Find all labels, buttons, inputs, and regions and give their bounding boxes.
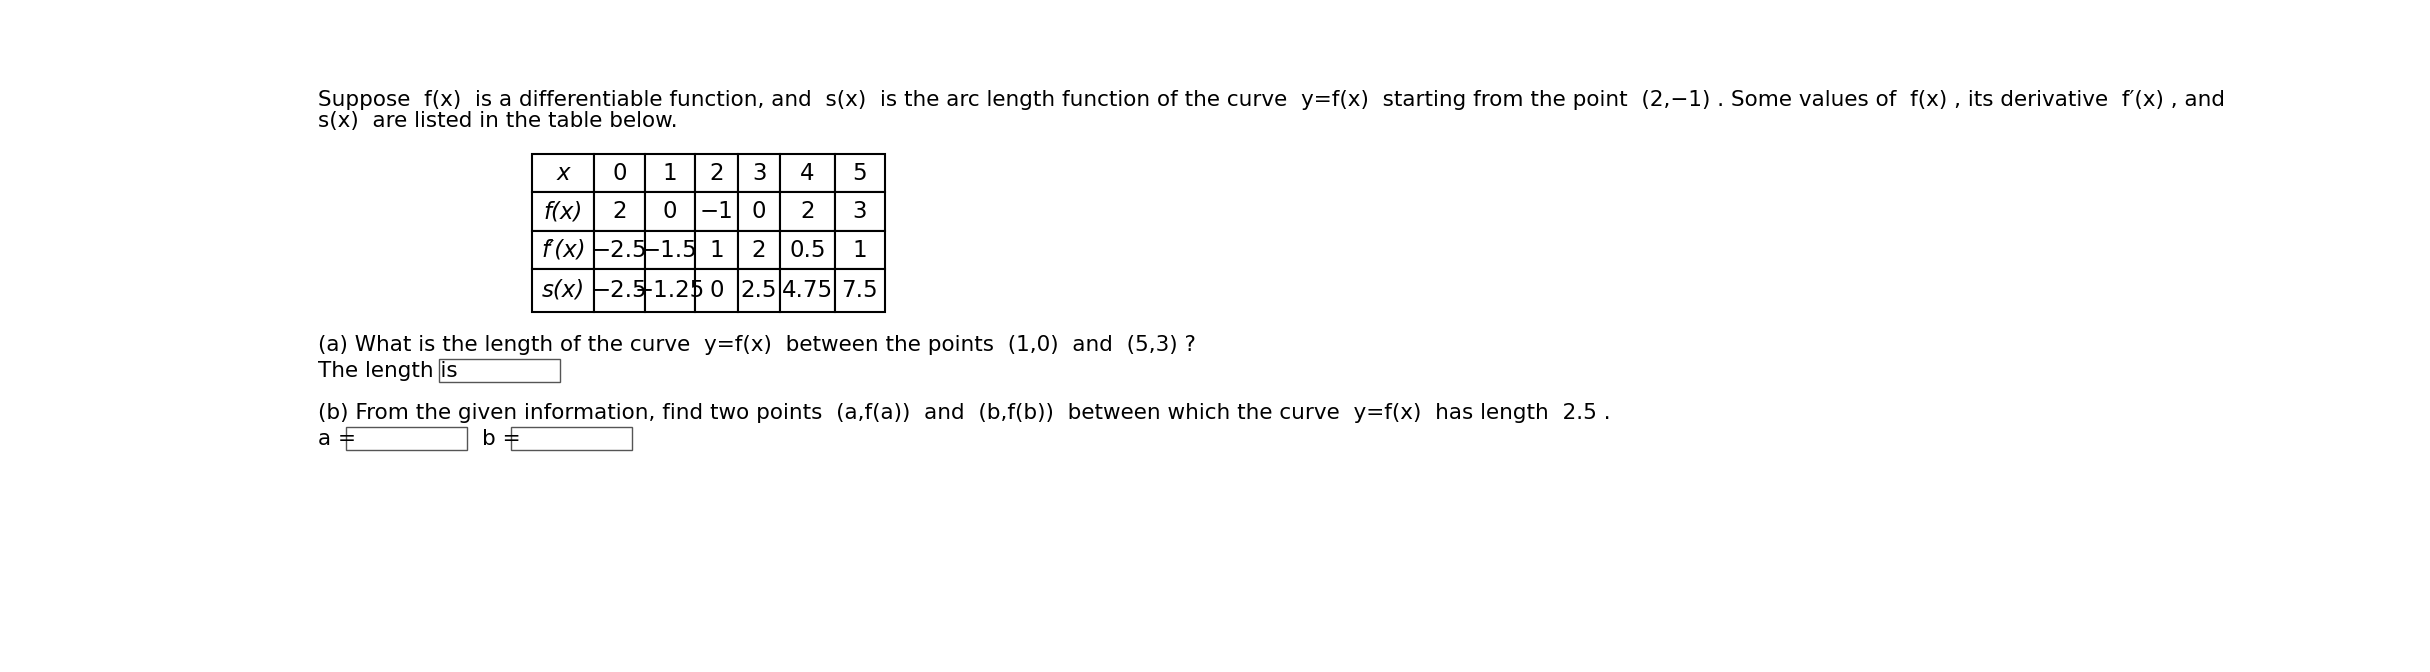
Text: −1: −1 bbox=[700, 200, 734, 223]
Text: s(x)  are listed in the table below.: s(x) are listed in the table below. bbox=[318, 112, 678, 132]
Bar bbox=[595, 192, 644, 230]
Bar bbox=[739, 154, 780, 192]
Text: −2.5: −2.5 bbox=[593, 279, 646, 302]
Text: 3: 3 bbox=[751, 161, 765, 185]
Bar bbox=[780, 192, 833, 230]
Bar bbox=[644, 269, 695, 312]
Bar bbox=[739, 269, 780, 312]
Text: 0: 0 bbox=[710, 279, 724, 302]
Bar bbox=[510, 427, 632, 450]
Bar bbox=[595, 154, 644, 192]
Bar bbox=[833, 230, 885, 269]
Text: 2: 2 bbox=[751, 239, 765, 261]
Bar bbox=[833, 154, 885, 192]
Text: 2.5: 2.5 bbox=[741, 279, 778, 302]
Text: (b) From the given information, find two points  (a,f(a))  and  (b,f(b))  betwee: (b) From the given information, find two… bbox=[318, 403, 1611, 423]
Text: 3: 3 bbox=[853, 200, 868, 223]
Text: 1: 1 bbox=[853, 239, 868, 261]
Bar bbox=[739, 230, 780, 269]
Text: 1: 1 bbox=[710, 239, 724, 261]
Text: 7.5: 7.5 bbox=[841, 279, 877, 302]
Bar bbox=[644, 154, 695, 192]
Bar bbox=[347, 427, 467, 450]
Text: Suppose  f(x)  is a differentiable function, and  s(x)  is the arc length functi: Suppose f(x) is a differentiable functio… bbox=[318, 90, 2226, 110]
Text: The length is: The length is bbox=[318, 361, 457, 381]
Bar bbox=[780, 230, 833, 269]
Text: −1.25: −1.25 bbox=[634, 279, 705, 302]
Text: 0.5: 0.5 bbox=[790, 239, 826, 261]
Text: (a) What is the length of the curve  y=f(x)  between the points  (1,0)  and  (5,: (a) What is the length of the curve y=f(… bbox=[318, 335, 1196, 355]
Text: 2: 2 bbox=[612, 200, 627, 223]
Bar bbox=[440, 359, 559, 382]
Text: a =: a = bbox=[318, 429, 355, 450]
Text: −2.5: −2.5 bbox=[593, 239, 646, 261]
Bar bbox=[695, 192, 739, 230]
Text: b =: b = bbox=[481, 429, 520, 450]
Bar bbox=[780, 269, 833, 312]
Text: 4.75: 4.75 bbox=[782, 279, 833, 302]
Text: 1: 1 bbox=[663, 161, 678, 185]
Bar bbox=[833, 192, 885, 230]
Text: f′(x): f′(x) bbox=[542, 239, 586, 261]
Text: 0: 0 bbox=[663, 200, 678, 223]
Text: 2: 2 bbox=[710, 161, 724, 185]
Bar bbox=[780, 154, 833, 192]
Text: 5: 5 bbox=[853, 161, 868, 185]
Bar bbox=[695, 269, 739, 312]
Text: s(x): s(x) bbox=[542, 279, 586, 302]
Text: −1.5: −1.5 bbox=[642, 239, 697, 261]
Bar bbox=[644, 192, 695, 230]
Text: 4: 4 bbox=[799, 161, 814, 185]
Bar bbox=[833, 269, 885, 312]
Bar bbox=[532, 230, 595, 269]
Text: 2: 2 bbox=[799, 200, 814, 223]
Bar bbox=[644, 230, 695, 269]
Bar bbox=[739, 192, 780, 230]
Text: x: x bbox=[556, 161, 571, 185]
Bar bbox=[595, 269, 644, 312]
Bar bbox=[532, 269, 595, 312]
Bar bbox=[695, 230, 739, 269]
Text: f(x): f(x) bbox=[544, 200, 583, 223]
Bar bbox=[695, 154, 739, 192]
Bar bbox=[532, 154, 595, 192]
Bar bbox=[595, 230, 644, 269]
Bar bbox=[532, 192, 595, 230]
Text: 0: 0 bbox=[612, 161, 627, 185]
Text: 0: 0 bbox=[751, 200, 765, 223]
